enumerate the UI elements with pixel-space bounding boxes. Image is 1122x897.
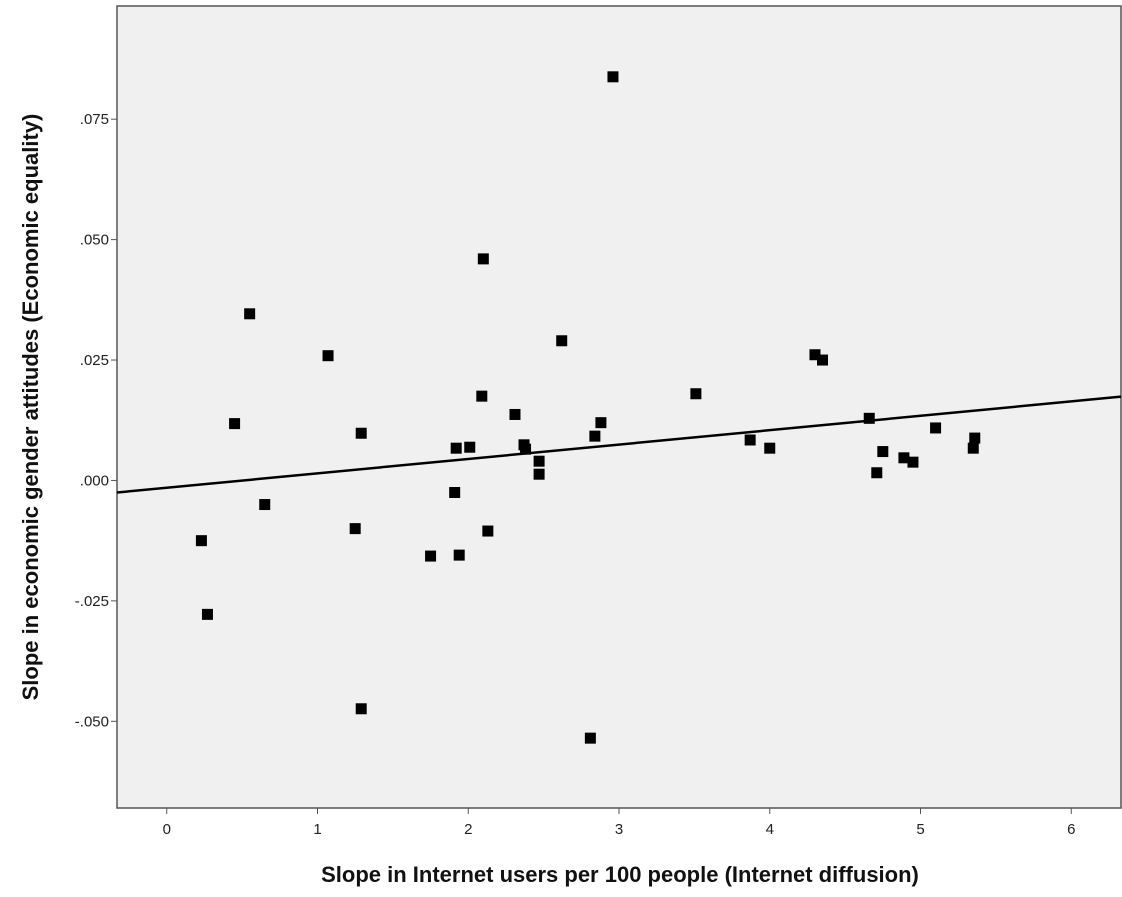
marks-layer: 0 1 2 3 4 5 6 -.050 -.025 .000 .025 .050 .075 — [75, 71, 1122, 838]
data-point — [877, 446, 889, 458]
data-point — [259, 499, 271, 511]
data-point — [871, 467, 883, 479]
data-point — [450, 442, 462, 454]
data-point — [349, 523, 361, 535]
data-point — [595, 417, 607, 429]
data-point — [195, 535, 207, 547]
data-point — [969, 432, 981, 444]
data-point — [589, 430, 601, 442]
data-point — [229, 418, 241, 430]
x-tick-label: 1 — [313, 821, 321, 838]
x-tick-label: 3 — [615, 821, 623, 838]
data-point — [482, 525, 494, 537]
data-point — [464, 441, 476, 453]
data-point — [967, 442, 979, 454]
data-point — [477, 253, 489, 265]
x-tick-label: 4 — [766, 821, 774, 838]
x-tick-label: 6 — [1067, 821, 1075, 838]
x-tick-label: 5 — [916, 821, 924, 838]
data-point — [690, 388, 702, 400]
data-point — [509, 408, 521, 420]
data-point — [556, 335, 568, 347]
data-point — [322, 350, 334, 362]
data-point — [476, 390, 488, 402]
x-axis-title: Slope in Internet users per 100 people (… — [321, 862, 919, 887]
data-point — [201, 608, 213, 620]
data-point — [425, 550, 437, 562]
data-point — [533, 455, 545, 467]
y-tick-label: .050 — [80, 232, 109, 249]
data-point — [520, 443, 532, 455]
data-point — [453, 549, 465, 561]
y-axis-title: Slope in economic gender attitudes (Econ… — [18, 114, 43, 701]
data-point — [244, 308, 256, 320]
data-point — [607, 71, 619, 83]
x-tick-label: 2 — [464, 821, 472, 838]
data-point — [764, 442, 776, 454]
data-point — [898, 452, 910, 464]
data-point — [817, 354, 829, 366]
data-point — [355, 427, 367, 439]
data-point — [744, 434, 756, 446]
data-point — [930, 422, 942, 434]
x-tick-label: 0 — [163, 821, 171, 838]
y-tick-label: -.025 — [75, 593, 109, 610]
y-tick-label: -.050 — [75, 713, 109, 730]
data-point — [355, 703, 367, 715]
plot-area — [116, 5, 1122, 809]
data-point — [584, 732, 596, 744]
data-point — [533, 468, 545, 480]
y-tick-label: .000 — [80, 472, 109, 489]
data-point — [907, 456, 919, 468]
data-point — [809, 349, 821, 361]
data-point — [863, 412, 875, 424]
data-point — [449, 486, 461, 498]
y-tick-label: .025 — [80, 352, 109, 369]
fit-line — [116, 395, 1122, 494]
y-tick-label: .075 — [80, 111, 109, 128]
